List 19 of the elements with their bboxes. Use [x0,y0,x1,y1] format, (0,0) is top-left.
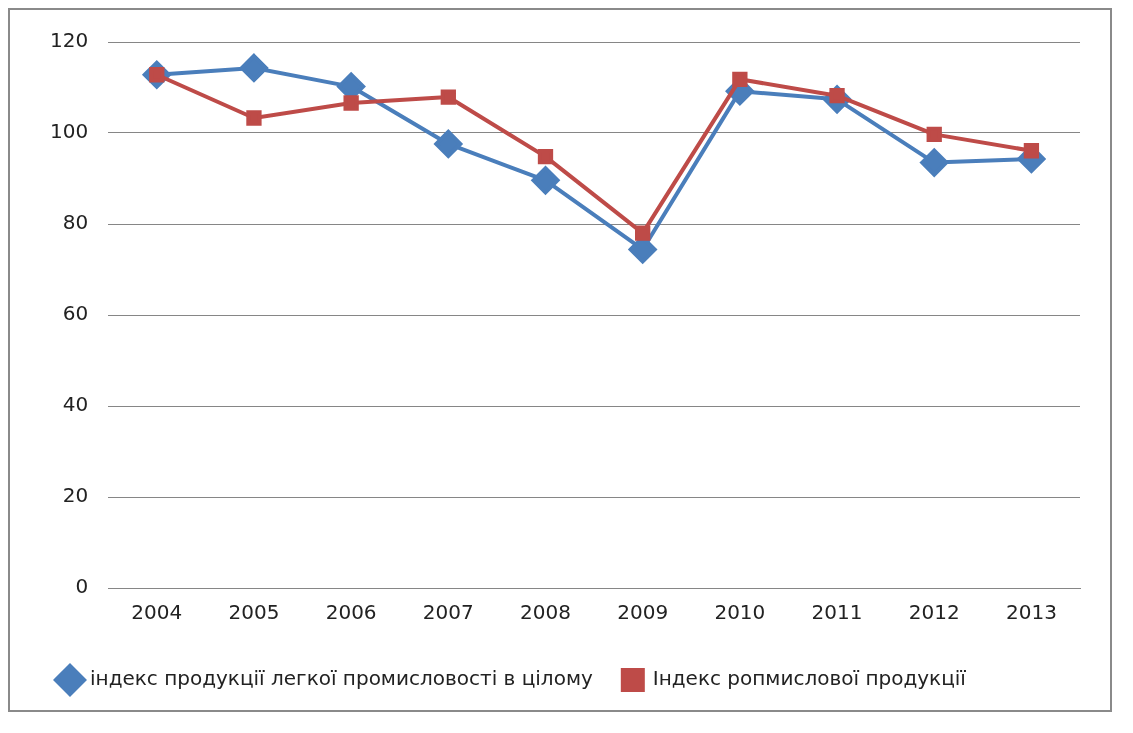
x-tick-label: 2005 [228,600,280,625]
x-tick-label: 2007 [422,600,474,625]
y-tick-label: 0 [75,574,89,599]
y-tick-label: 60 [62,301,89,326]
x-tick-label: 2010 [714,600,766,625]
y-tick-label: 120 [49,28,89,53]
x-tick-label: 2013 [1005,600,1057,625]
x-tick-label: 2009 [617,600,669,625]
legend-label: індекс продукції легкої промисловості в цілому [90,666,593,691]
x-tick-label: 2004 [131,600,183,625]
x-tick-label: 2008 [520,600,571,625]
y-tick-label: 20 [62,483,89,508]
x-tick-label: 2012 [908,600,960,625]
y-tick-label: 80 [62,210,89,235]
legend-label: Індекс ропмислової продукції [652,666,967,691]
x-tick-label: 2006 [325,600,377,625]
x-tick-label: 2011 [811,600,863,625]
y-tick-label: 40 [62,392,89,417]
y-tick-label: 100 [49,119,89,144]
